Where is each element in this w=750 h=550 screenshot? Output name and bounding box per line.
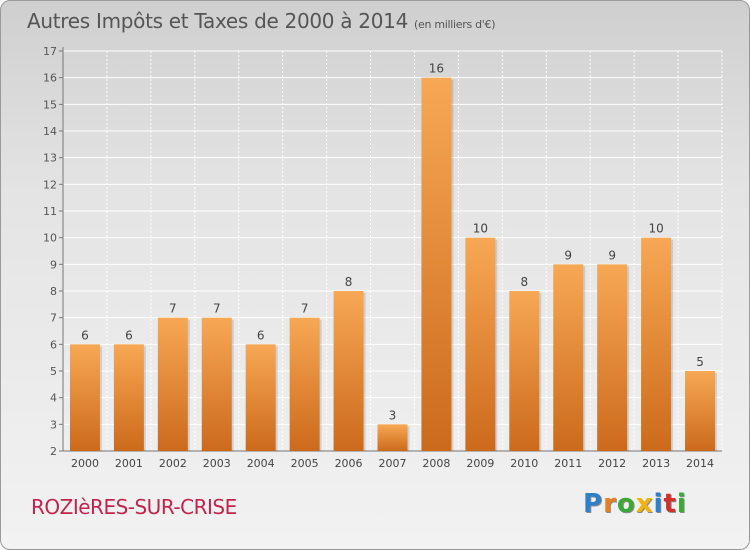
- data-label: 10: [648, 222, 663, 236]
- bars: [69, 77, 718, 452]
- y-tick-label: 17: [43, 45, 57, 58]
- bar-2010: [509, 291, 540, 451]
- bar-2003: [201, 317, 232, 451]
- bar-2008: [421, 77, 452, 452]
- data-label: 10: [473, 222, 488, 236]
- x-tick-label: 2013: [642, 457, 670, 470]
- proxiti-logo[interactable]: Proxiti: [583, 489, 687, 519]
- x-tick-label: 2014: [686, 457, 714, 470]
- bar-2002: [157, 317, 188, 451]
- x-tick-label: 2010: [510, 457, 538, 470]
- bar-2007: [377, 424, 408, 451]
- data-label: 8: [345, 275, 353, 289]
- y-tick-label: 4: [50, 392, 57, 405]
- y-tick-label: 8: [50, 285, 57, 298]
- x-tick-label: 2009: [466, 457, 494, 470]
- logo-letter: r: [603, 489, 617, 519]
- logo-letter: i: [653, 489, 664, 519]
- bar-2013: [641, 237, 672, 451]
- x-tick-label: 2005: [291, 457, 319, 470]
- x-tick-label: 2008: [422, 457, 450, 470]
- logo-letter: t: [663, 489, 677, 519]
- chart-title-unit: (en milliers d'€): [414, 18, 496, 31]
- bar-2000: [69, 344, 100, 451]
- y-tick-label: 6: [50, 338, 57, 351]
- y-tick-label: 2: [50, 445, 57, 458]
- x-tick-label: 2000: [71, 457, 99, 470]
- data-label: 9: [564, 248, 572, 262]
- data-label: 9: [608, 248, 616, 262]
- logo-letter: P: [583, 489, 604, 519]
- data-label: 7: [301, 302, 309, 316]
- x-tick-label: 2001: [115, 457, 143, 470]
- bar-2011: [553, 264, 584, 451]
- logo-letter: x: [635, 489, 654, 519]
- y-tick-label: 16: [43, 72, 57, 85]
- x-tick-label: 2003: [203, 457, 231, 470]
- commune-name: ROZIèRES-SUR-CRISE: [31, 495, 237, 519]
- logo-letter: o: [616, 489, 636, 519]
- bar-2009: [465, 237, 496, 451]
- data-label: 7: [169, 302, 177, 316]
- data-label: 6: [125, 328, 133, 342]
- x-tick-label: 2006: [335, 457, 363, 470]
- data-label: 3: [389, 408, 397, 422]
- x-tick-label: 2007: [379, 457, 407, 470]
- logo-letter: i: [676, 489, 687, 519]
- bar-2001: [113, 344, 144, 451]
- y-tick-label: 10: [43, 232, 57, 245]
- bar-2004: [245, 344, 276, 451]
- bar-2014: [685, 371, 716, 451]
- data-labels: 6 2000 6 2001 7 2002 7 2003 6 2004 7 2005 8 2006 3 2007…: [71, 62, 714, 470]
- y-tick-label: 9: [50, 258, 57, 271]
- y-tick-label: 11: [43, 205, 57, 218]
- y-tick-label: 7: [50, 312, 57, 325]
- y-tick-label: 15: [43, 98, 57, 111]
- data-label: 5: [696, 355, 704, 369]
- chart-title-text: Autres Impôts et Taxes de 2000 à 2014: [27, 9, 408, 33]
- data-label: 6: [257, 328, 265, 342]
- data-label: 8: [520, 275, 528, 289]
- x-tick-label: 2002: [159, 457, 187, 470]
- bar-2006: [333, 291, 364, 451]
- y-tick-label: 3: [50, 418, 57, 431]
- data-label: 16: [429, 62, 444, 76]
- y-tick-label: 12: [43, 178, 57, 191]
- data-label: 6: [81, 328, 89, 342]
- x-tick-label: 2012: [598, 457, 626, 470]
- bar-2005: [289, 317, 320, 451]
- y-tick-label: 13: [43, 152, 57, 165]
- x-tick-label: 2011: [554, 457, 582, 470]
- y-tick-label: 14: [43, 125, 57, 138]
- bar-2012: [597, 264, 628, 451]
- chart-title: Autres Impôts et Taxes de 2000 à 2014 (en…: [27, 9, 495, 33]
- y-tick-label: 5: [50, 365, 57, 378]
- data-label: 7: [213, 302, 221, 316]
- x-tick-label: 2004: [247, 457, 275, 470]
